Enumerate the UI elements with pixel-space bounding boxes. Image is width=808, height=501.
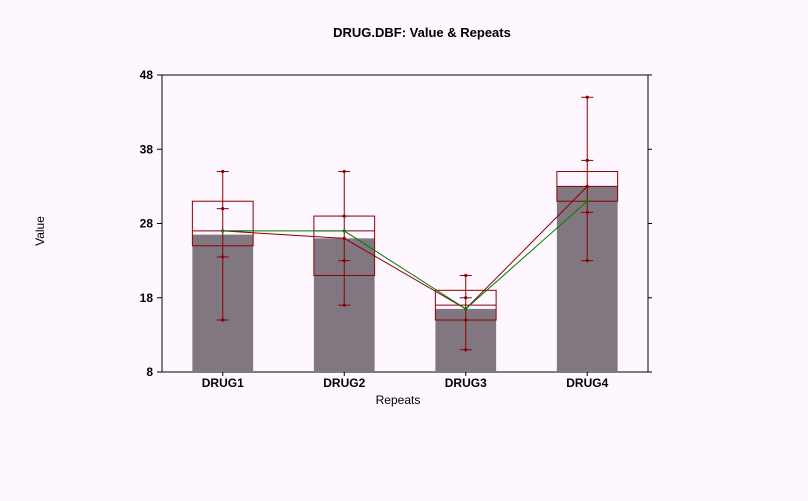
whisker-dot	[585, 95, 589, 99]
inner-dot	[221, 207, 225, 211]
y-tick-label: 48	[140, 68, 154, 82]
y-axis-label: Value	[33, 216, 47, 246]
y-tick-label: 38	[140, 142, 154, 156]
inner-dot	[585, 158, 589, 162]
y-tick-label: 18	[140, 291, 154, 305]
inner-dot	[464, 296, 468, 300]
whisker-dot	[221, 169, 225, 174]
whisker-dot	[585, 259, 589, 263]
y-tick-label: 8	[146, 365, 153, 379]
whisker-dot	[221, 318, 225, 322]
x-tick-label: DRUG2	[323, 376, 365, 390]
y-tick-label: 28	[140, 217, 154, 231]
series-line	[222, 186, 588, 310]
inner-dot	[585, 210, 589, 214]
inner-dot	[342, 214, 346, 218]
whisker-dot	[342, 169, 346, 174]
series-point	[342, 229, 346, 233]
whisker-dot	[464, 348, 468, 352]
series-point	[585, 199, 589, 203]
series-point	[342, 236, 346, 240]
series-point	[585, 184, 589, 188]
inner-dot	[221, 255, 225, 259]
x-tick-label: DRUG4	[566, 376, 608, 390]
series-point	[464, 307, 468, 311]
inner-dot	[342, 259, 346, 263]
series-line	[222, 200, 588, 310]
inner-dot	[464, 318, 468, 322]
whisker-dot	[464, 273, 468, 278]
series-point	[221, 229, 225, 233]
x-axis-label: Repeats	[376, 393, 421, 407]
chart-title: DRUG.DBF: Value & Repeats	[333, 25, 511, 40]
x-tick-label: DRUG3	[445, 376, 487, 390]
x-tick-label: DRUG1	[202, 376, 244, 390]
whisker-dot	[342, 303, 346, 307]
